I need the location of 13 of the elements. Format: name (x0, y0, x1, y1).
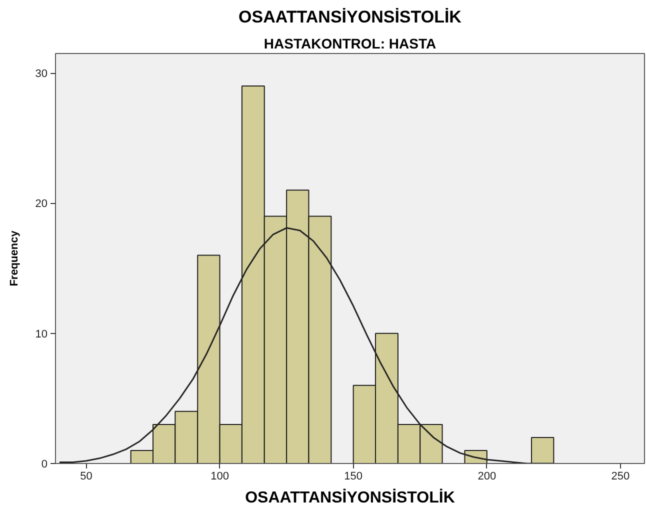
y-tick-label: 30 (35, 68, 48, 80)
y-tick-label: 20 (35, 198, 48, 210)
x-tick-label: 100 (210, 470, 229, 482)
x-tick-label: 250 (611, 470, 630, 482)
chart-subtitle: HASTAKONTROL: HASTA (264, 36, 436, 52)
x-tick-label: 150 (344, 470, 363, 482)
x-axis-title: OSAATTANSİYONSİSTOLİK (245, 488, 456, 506)
chart-title: OSAATTANSİYONSİSTOLİK (238, 8, 462, 26)
x-tick-label: 50 (80, 470, 92, 482)
y-axis-title: Frequency (8, 230, 20, 286)
x-tick-label: 200 (478, 470, 496, 482)
y-tick-label: 10 (35, 328, 48, 340)
y-tick-label: 0 (41, 458, 48, 470)
